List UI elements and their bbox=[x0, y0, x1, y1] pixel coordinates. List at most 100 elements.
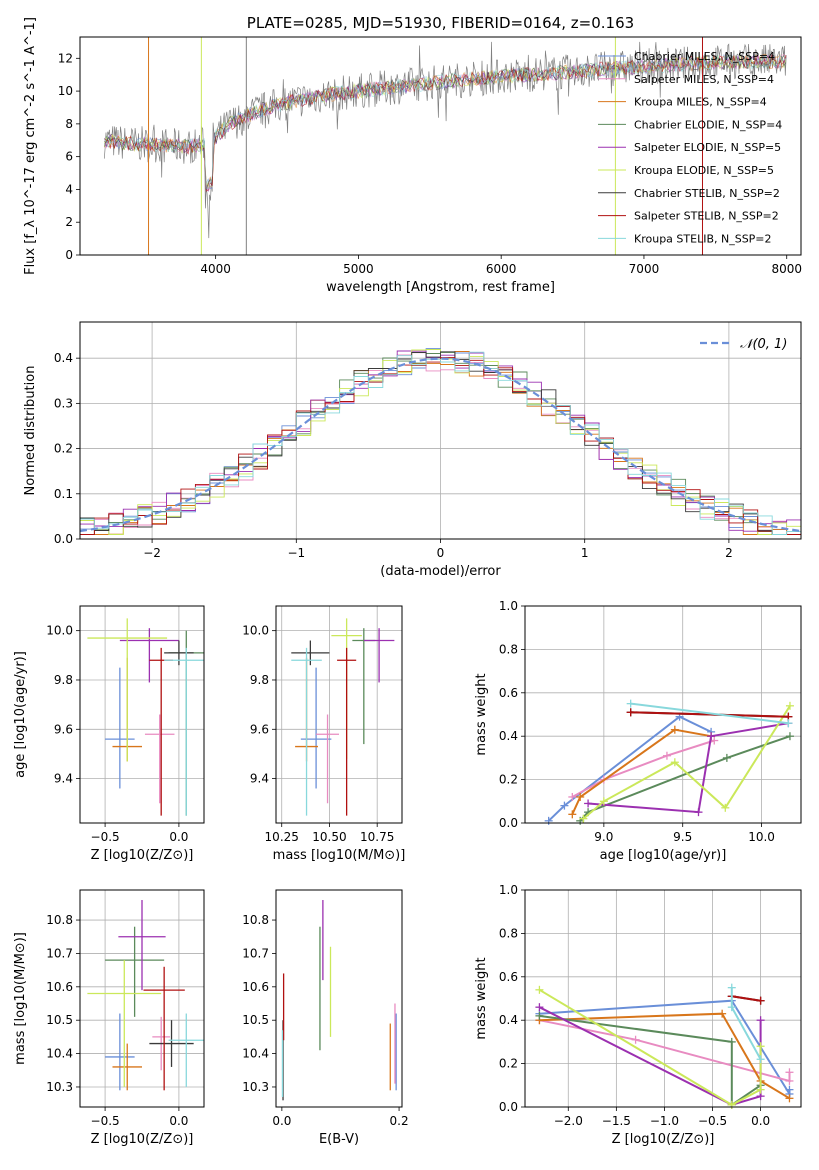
y-axis-label: Normed distribution bbox=[23, 366, 38, 496]
legend-label: Kroupa ELODIE, N_SSP=5 bbox=[634, 164, 774, 177]
y-tick-label: 0.2 bbox=[499, 1057, 518, 1071]
legend-label: Salpeter STELIB, N_SSP=2 bbox=[634, 210, 779, 223]
y-axis-label: mass [log10(M/M⊙)] bbox=[13, 932, 28, 1065]
y-tick-label: 10.3 bbox=[242, 1080, 269, 1094]
y-tick-label: 10.5 bbox=[242, 1013, 269, 1027]
y-tick-label: 9.8 bbox=[54, 673, 73, 687]
x-axis-label: Z [log10(Z/Z⊙)] bbox=[612, 1132, 715, 1147]
model-spectrum-line bbox=[104, 53, 787, 190]
y-tick-label: 0.4 bbox=[499, 1013, 518, 1027]
y-tick-label: 10.6 bbox=[46, 980, 73, 994]
spectrum-panel: 4000 5000 6000 7000 8000 0 2 4 6 8 10 12 wavelength … bbox=[23, 14, 802, 295]
y-tick-label: 10.7 bbox=[242, 946, 269, 960]
y-tick-label: 9.6 bbox=[54, 722, 73, 736]
y-tick-label: 9.4 bbox=[250, 772, 269, 786]
weight-series-line bbox=[588, 722, 789, 814]
weight-series-line bbox=[548, 715, 712, 822]
x-tick-label: −0.5 bbox=[91, 1114, 120, 1128]
axes-frame bbox=[275, 889, 403, 1108]
axes-frame bbox=[524, 889, 802, 1108]
y-tick-label: 0 bbox=[65, 248, 73, 262]
x-axis-label: Z [log10(Z/Z⊙)] bbox=[91, 848, 194, 863]
x-tick-label: 6000 bbox=[486, 262, 517, 276]
x-tick-label: −2.0 bbox=[554, 1114, 583, 1128]
y-tick-label: 0.0 bbox=[54, 532, 73, 546]
y-tick-label: 0.0 bbox=[499, 1100, 518, 1114]
y-tick-label: 2 bbox=[65, 215, 73, 229]
legend-label: Chabrier ELODIE, N_SSP=4 bbox=[634, 118, 782, 131]
weight-series-line bbox=[539, 1012, 791, 1100]
y-tick-label: 4 bbox=[65, 182, 73, 196]
legend-label: 𝒩(0, 1) bbox=[740, 337, 787, 352]
weight-series-line bbox=[571, 728, 712, 815]
age-vs-mass-panel: 10.25 10.50 10.75 9.4 9.6 9.8 10.0 mass [log10(… bbox=[242, 605, 405, 863]
x-tick-label: 10.25 bbox=[265, 830, 299, 844]
legend-label: Salpeter MILES, N_SSP=4 bbox=[634, 73, 774, 86]
y-tick-label: 0.4 bbox=[54, 351, 73, 365]
residual-histogram-series bbox=[79, 351, 801, 535]
y-tick-label: 10.7 bbox=[46, 946, 73, 960]
y-tick-label: 10.3 bbox=[46, 1080, 73, 1094]
mass-vs-extinction-panel: 0.0 0.2 10.3 10.4 10.5 10.6 10.7 10.8 E(B-V) bbox=[242, 889, 409, 1147]
y-tick-label: 0.8 bbox=[499, 642, 518, 656]
x-axis-label: (data-model)/error bbox=[380, 564, 501, 579]
weight-series-line bbox=[538, 988, 762, 1106]
y-tick-label: 0.6 bbox=[499, 970, 518, 984]
weight-series-line bbox=[539, 1019, 791, 1083]
weight-series-line bbox=[630, 702, 789, 725]
x-tick-label: 5000 bbox=[343, 262, 374, 276]
y-tick-label: 0.0 bbox=[499, 816, 518, 830]
x-tick-label: 0.0 bbox=[751, 1114, 770, 1128]
x-tick-label: 10.75 bbox=[360, 830, 394, 844]
axes-frame bbox=[79, 36, 802, 256]
weight-series-line bbox=[539, 1014, 762, 1107]
x-axis-label: E(B-V) bbox=[319, 1132, 359, 1147]
y-tick-label: 1.0 bbox=[499, 883, 518, 897]
axes-frame bbox=[79, 889, 205, 1108]
residual-histogram-series bbox=[79, 351, 801, 535]
x-tick-label: −0.5 bbox=[698, 1114, 727, 1128]
y-axis-label: Flux [f_λ 10^-17 erg cm^-2 s^-1 A^-1] bbox=[23, 17, 38, 275]
legend-label: Salpeter ELODIE, N_SSP=5 bbox=[634, 141, 781, 154]
residuals-panel: −2 −1 0 1 2 0.0 0.1 0.2 0.3 0.4 (data-model)/error… bbox=[23, 321, 802, 579]
y-tick-label: 9.8 bbox=[250, 673, 269, 687]
y-tick-label: 10.8 bbox=[46, 913, 73, 927]
y-tick-label: 9.6 bbox=[250, 722, 269, 736]
x-tick-label: 9.5 bbox=[673, 830, 692, 844]
y-tick-label: 0.2 bbox=[499, 773, 518, 787]
legend-label: Chabrier MILES, N_SSP=4 bbox=[634, 50, 775, 63]
y-tick-label: 10.8 bbox=[242, 913, 269, 927]
x-tick-label: 0.2 bbox=[390, 1114, 409, 1128]
legend-label: Chabrier STELIB, N_SSP=2 bbox=[634, 187, 780, 200]
normal-distribution-curve bbox=[79, 357, 802, 533]
y-tick-label: 10.5 bbox=[46, 1013, 73, 1027]
weight-vs-metallicity-panel: −2.0 −1.5 −1.0 −0.5 0.0 0.0 0.2 0.4 0.6 0.8 1.0 Z [… bbox=[474, 883, 802, 1147]
x-tick-label: 8000 bbox=[771, 262, 802, 276]
x-tick-label: 0.0 bbox=[169, 1114, 188, 1128]
y-tick-label: 10 bbox=[58, 84, 73, 98]
y-tick-label: 0.6 bbox=[499, 686, 518, 700]
x-tick-label: 0.0 bbox=[169, 830, 188, 844]
y-tick-label: 0.1 bbox=[54, 487, 73, 501]
x-tick-label: −0.5 bbox=[91, 830, 120, 844]
legend-label: Kroupa MILES, N_SSP=4 bbox=[634, 96, 767, 109]
x-tick-label: 2 bbox=[725, 546, 733, 560]
y-tick-label: 0.3 bbox=[54, 396, 73, 410]
x-tick-label: 0 bbox=[437, 546, 445, 560]
weight-series-line bbox=[579, 735, 791, 822]
y-tick-label: 12 bbox=[58, 51, 73, 65]
axes-frame bbox=[275, 605, 403, 824]
y-tick-label: 10.4 bbox=[46, 1047, 73, 1061]
y-tick-label: 9.4 bbox=[54, 772, 73, 786]
x-axis-label: Z [log10(Z/Z⊙)] bbox=[91, 1132, 194, 1147]
y-tick-label: 8 bbox=[65, 117, 73, 131]
legend-label: Kroupa STELIB, N_SSP=2 bbox=[634, 232, 772, 245]
weight-series-line bbox=[630, 711, 789, 718]
y-tick-label: 0.4 bbox=[499, 729, 518, 743]
x-tick-label: 0.0 bbox=[272, 1114, 291, 1128]
axes-frame bbox=[79, 605, 205, 824]
y-axis-label: age [log10(age/yr)] bbox=[13, 651, 28, 778]
y-tick-label: 0.2 bbox=[54, 442, 73, 456]
y-tick-label: 1.0 bbox=[499, 599, 518, 613]
x-tick-label: −1.0 bbox=[650, 1114, 679, 1128]
